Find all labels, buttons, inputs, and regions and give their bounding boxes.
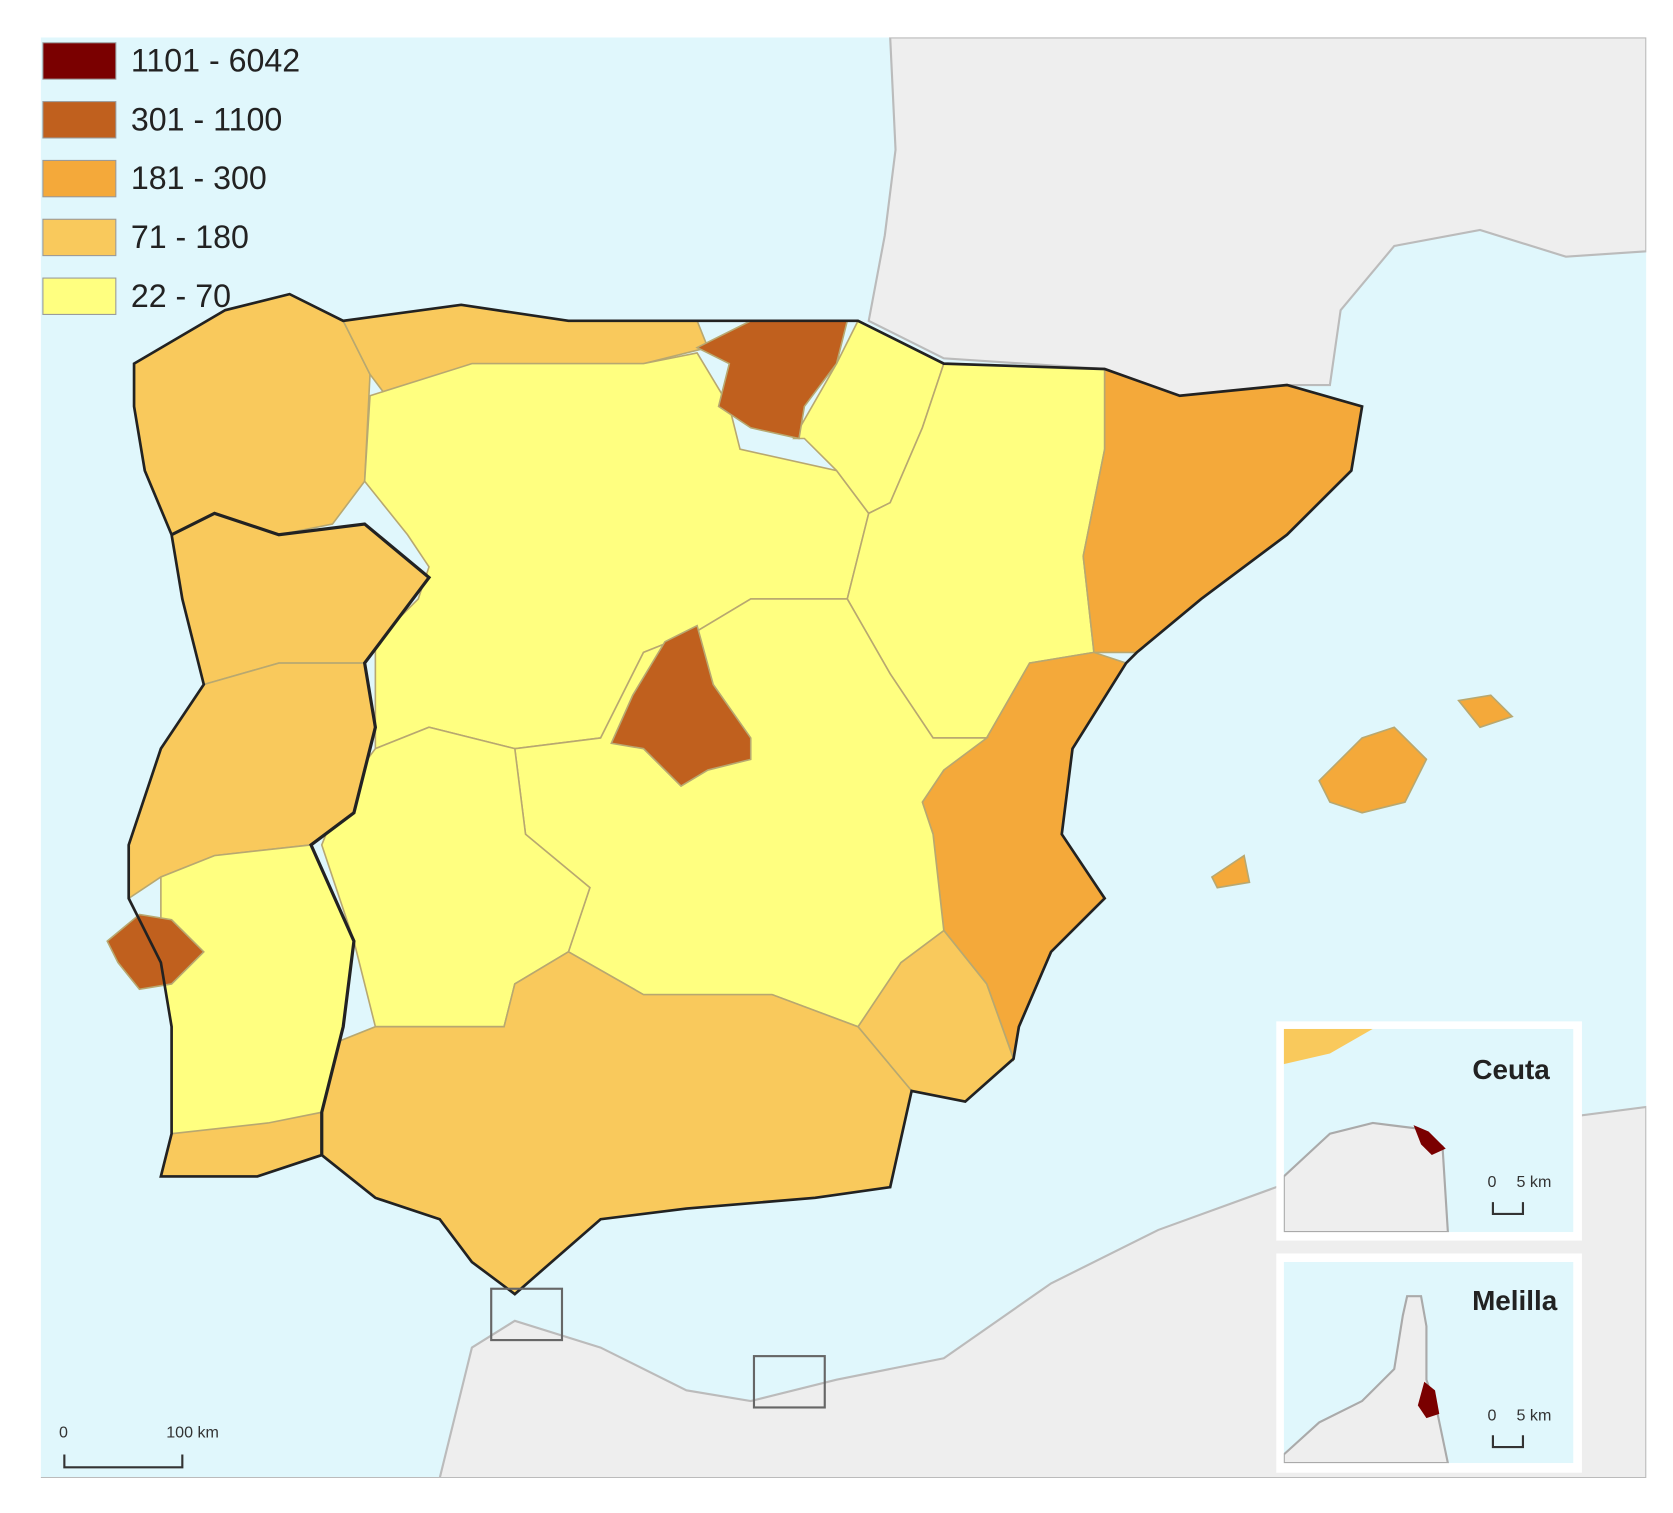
- inset-melilla: Melilla 0 5 km: [1276, 1253, 1582, 1473]
- city-region: [1413, 1125, 1446, 1156]
- inset-ceuta: Ceuta 0 5 km: [1276, 1021, 1582, 1241]
- inset-scale-start: 0: [1488, 1173, 1497, 1191]
- inset-land: [1283, 1295, 1449, 1464]
- legend-swatch: [42, 159, 117, 198]
- inset-scale-start: 0: [1488, 1406, 1497, 1424]
- legend-swatch: [42, 101, 117, 139]
- legend-swatch: [42, 277, 117, 315]
- region: [1318, 726, 1428, 814]
- region: [1210, 854, 1251, 889]
- melilla-box: [752, 1355, 826, 1409]
- coastline: [127, 292, 1364, 1296]
- region: [1457, 694, 1514, 729]
- legend-label: 301 - 1100: [131, 101, 282, 137]
- legend-label: 22 - 70: [131, 278, 231, 314]
- inset-scale-end: 5 km: [1517, 1406, 1552, 1424]
- regions: [106, 292, 1514, 1296]
- scale-end: 100 km: [166, 1423, 219, 1441]
- region: [160, 844, 355, 1135]
- ceuta-box: [490, 1287, 564, 1342]
- map-body: 0 100 km Ceuta 0 5 km Melilla: [40, 37, 1647, 1479]
- region: [610, 624, 752, 788]
- scale-bar: [63, 1454, 184, 1469]
- legend-label: 71 - 180: [131, 219, 249, 255]
- inset-land: [1283, 1028, 1373, 1065]
- legend: 1101 - 6042 301 - 1100 181 - 300 71 - 180 22…: [42, 42, 300, 315]
- border: [170, 511, 432, 1156]
- inset-title: Ceuta: [1472, 1054, 1550, 1085]
- inset-title: Melilla: [1472, 1285, 1558, 1316]
- france: [867, 37, 1647, 397]
- scale-start: 0: [59, 1423, 68, 1441]
- inset-scale-bar: [1491, 1435, 1525, 1449]
- inset-scale-end: 5 km: [1517, 1173, 1552, 1191]
- map-frame: 0 100 km: [40, 37, 1647, 1479]
- inset-scale-bar: [1491, 1202, 1525, 1215]
- legend-label: 1101 - 6042: [131, 43, 300, 79]
- legend-label: 181 - 300: [131, 160, 267, 196]
- legend-swatch: [42, 218, 117, 257]
- city-region: [1417, 1381, 1440, 1419]
- legend-swatch: [42, 42, 117, 80]
